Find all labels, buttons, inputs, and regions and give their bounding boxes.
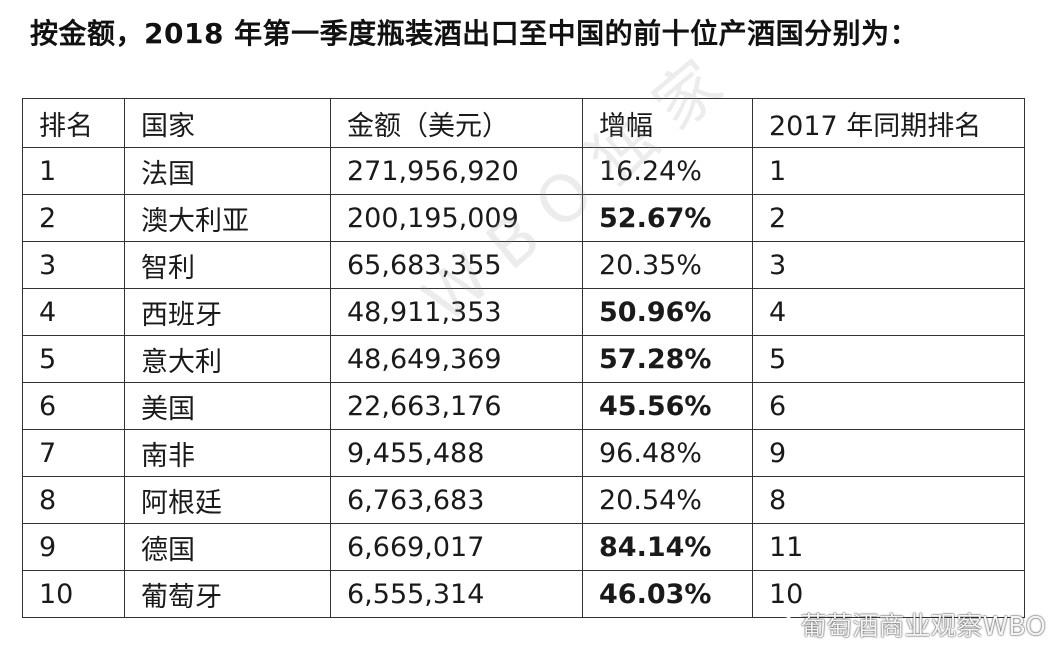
weibo-logo-icon bbox=[765, 614, 793, 636]
cell-amount: 9,455,488 bbox=[330, 429, 583, 477]
cell-amount: 6,763,683 bbox=[330, 476, 583, 524]
table-row: 6 美国 22,663,176 45.56% 6 bbox=[22, 382, 1025, 430]
table-row: 9 德国 6,669,017 84.14% 11 bbox=[22, 523, 1025, 571]
cell-rank-2017: 4 bbox=[752, 288, 1025, 336]
cell-rank: 7 bbox=[22, 429, 125, 477]
cell-amount: 65,683,355 bbox=[330, 241, 583, 289]
wine-export-table: 排名 国家 金额（美元） 增幅 2017 年同期排名 1 法国 271,956,92… bbox=[22, 98, 1025, 618]
cell-growth: 16.24% bbox=[582, 147, 753, 195]
cell-rank: 10 bbox=[22, 570, 125, 618]
header-rank-2017: 2017 年同期排名 bbox=[752, 98, 1025, 148]
cell-rank-2017: 8 bbox=[752, 476, 1025, 524]
cell-growth: 52.67% bbox=[582, 194, 753, 242]
cell-amount: 22,663,176 bbox=[330, 382, 583, 430]
cell-rank: 2 bbox=[22, 194, 125, 242]
cell-growth: 20.35% bbox=[582, 241, 753, 289]
header-amount: 金额（美元） bbox=[330, 98, 583, 148]
header-country: 国家 bbox=[124, 98, 331, 148]
cell-rank-2017: 6 bbox=[752, 382, 1025, 430]
cell-country: 葡萄牙 bbox=[124, 570, 331, 618]
cell-rank-2017: 11 bbox=[752, 523, 1025, 571]
cell-rank: 9 bbox=[22, 523, 125, 571]
table-row: 1 法国 271,956,920 16.24% 1 bbox=[22, 147, 1025, 195]
table-row: 4 西班牙 48,911,353 50.96% 4 bbox=[22, 288, 1025, 336]
cell-rank: 8 bbox=[22, 476, 125, 524]
table-row: 8 阿根廷 6,763,683 20.54% 8 bbox=[22, 476, 1025, 524]
cell-growth: 50.96% bbox=[582, 288, 753, 336]
cell-country: 澳大利亚 bbox=[124, 194, 331, 242]
cell-rank: 5 bbox=[22, 335, 125, 383]
table-row: 7 南非 9,455,488 96.48% 9 bbox=[22, 429, 1025, 477]
table-row: 3 智利 65,683,355 20.35% 3 bbox=[22, 241, 1025, 289]
cell-amount: 6,669,017 bbox=[330, 523, 583, 571]
table-body: 1 法国 271,956,920 16.24% 1 2 澳大利亚 200,195,009 52.… bbox=[22, 147, 1025, 618]
cell-growth: 84.14% bbox=[582, 523, 753, 571]
cell-country: 西班牙 bbox=[124, 288, 331, 336]
cell-rank-2017: 5 bbox=[752, 335, 1025, 383]
cell-rank: 3 bbox=[22, 241, 125, 289]
weibo-account-name: 葡萄酒商业观察WBO bbox=[800, 612, 1046, 642]
cell-country: 德国 bbox=[124, 523, 331, 571]
cell-country: 智利 bbox=[124, 241, 331, 289]
table-row: 5 意大利 48,649,369 57.28% 5 bbox=[22, 335, 1025, 383]
header-rank: 排名 bbox=[22, 98, 125, 148]
page-heading: 按金额，2018 年第一季度瓶装酒出口至中国的前十位产酒国分别为： bbox=[30, 17, 919, 50]
cell-amount: 200,195,009 bbox=[330, 194, 583, 242]
table-row: 10 葡萄牙 6,555,314 46.03% 10 bbox=[22, 570, 1025, 618]
cell-country: 南非 bbox=[124, 429, 331, 477]
cell-rank: 1 bbox=[22, 147, 125, 195]
cell-rank-2017: 10 bbox=[752, 570, 1025, 618]
cell-growth: 20.54% bbox=[582, 476, 753, 524]
table-row: 2 澳大利亚 200,195,009 52.67% 2 bbox=[22, 194, 1025, 242]
cell-growth: 46.03% bbox=[582, 570, 753, 618]
cell-country: 美国 bbox=[124, 382, 331, 430]
cell-rank: 6 bbox=[22, 382, 125, 430]
cell-rank: 4 bbox=[22, 288, 125, 336]
cell-rank-2017: 2 bbox=[752, 194, 1025, 242]
cell-amount: 48,911,353 bbox=[330, 288, 583, 336]
cell-country: 意大利 bbox=[124, 335, 331, 383]
cell-country: 阿根廷 bbox=[124, 476, 331, 524]
cell-growth: 96.48% bbox=[582, 429, 753, 477]
weibo-watermark: 葡萄酒商业观察WBO bbox=[764, 606, 1046, 643]
cell-amount: 271,956,920 bbox=[330, 147, 583, 195]
cell-amount: 6,555,314 bbox=[330, 570, 583, 618]
cell-country: 法国 bbox=[124, 147, 331, 195]
cell-growth: 45.56% bbox=[582, 382, 753, 430]
cell-rank-2017: 3 bbox=[752, 241, 1025, 289]
header-growth: 增幅 bbox=[582, 98, 753, 148]
cell-rank-2017: 9 bbox=[752, 429, 1025, 477]
cell-amount: 48,649,369 bbox=[330, 335, 583, 383]
cell-rank-2017: 1 bbox=[752, 147, 1025, 195]
table-header-row: 排名 国家 金额（美元） 增幅 2017 年同期排名 bbox=[22, 98, 1025, 148]
cell-growth: 57.28% bbox=[582, 335, 753, 383]
